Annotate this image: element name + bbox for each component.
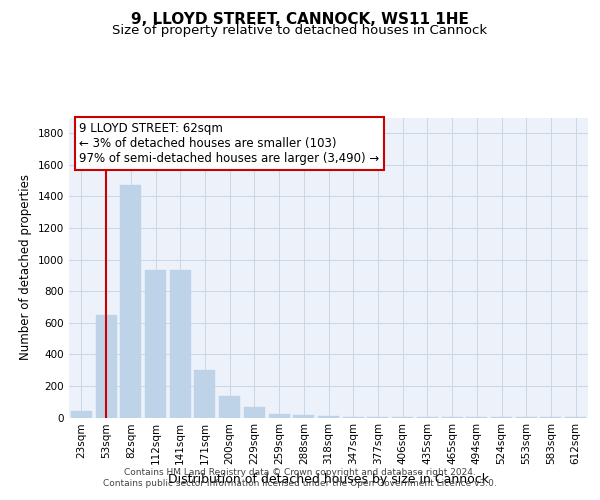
Text: 9, LLOYD STREET, CANNOCK, WS11 1HE: 9, LLOYD STREET, CANNOCK, WS11 1HE — [131, 12, 469, 28]
Bar — [120, 186, 141, 418]
Bar — [194, 370, 215, 418]
Bar — [293, 414, 314, 418]
X-axis label: Distribution of detached houses by size in Cannock: Distribution of detached houses by size … — [168, 473, 489, 486]
Bar — [367, 416, 388, 418]
Bar — [219, 396, 240, 417]
Bar — [318, 416, 339, 418]
Bar — [71, 411, 92, 418]
Bar — [145, 270, 166, 418]
Y-axis label: Number of detached properties: Number of detached properties — [19, 174, 32, 360]
Text: Size of property relative to detached houses in Cannock: Size of property relative to detached ho… — [112, 24, 488, 37]
Bar — [343, 416, 364, 418]
Bar — [244, 407, 265, 418]
Bar — [170, 270, 191, 418]
Bar — [269, 414, 290, 418]
Text: Contains HM Land Registry data © Crown copyright and database right 2024.
Contai: Contains HM Land Registry data © Crown c… — [103, 468, 497, 487]
Text: 9 LLOYD STREET: 62sqm
← 3% of detached houses are smaller (103)
97% of semi-deta: 9 LLOYD STREET: 62sqm ← 3% of detached h… — [79, 122, 380, 165]
Bar — [95, 315, 116, 418]
